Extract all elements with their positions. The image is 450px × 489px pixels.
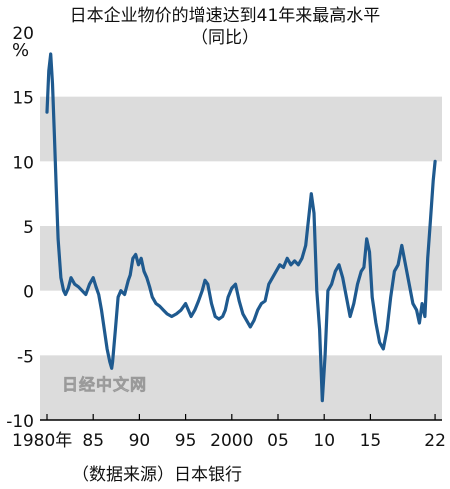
x-tick-label: 1980年	[12, 431, 72, 451]
y-tick-label: -5	[17, 347, 34, 367]
x-tick-label: 15	[360, 431, 382, 451]
y-tick-label: 10	[12, 153, 34, 173]
x-tick-label: 10	[313, 431, 335, 451]
x-tick-label: 85	[82, 431, 104, 451]
y-tick-label: 0	[23, 283, 34, 303]
x-tick-label: 05	[267, 431, 289, 451]
source-note: （数据来源）日本银行	[72, 465, 242, 485]
y-tick-label: -10	[6, 412, 34, 432]
x-tick-label: 22	[424, 431, 446, 451]
y-tick-label: 20	[12, 24, 34, 44]
x-tick-label: 90	[129, 431, 151, 451]
shaded-band-1	[40, 226, 442, 291]
chart-title: 日本企业物价的增速达到41年来最高水平	[69, 6, 381, 26]
chart-subtitle: （同比）	[191, 28, 259, 48]
shaded-band-2	[40, 355, 442, 420]
y-tick-label: 5	[23, 218, 34, 238]
x-tick-label: 2000	[210, 431, 253, 451]
series-line	[45, 52, 437, 403]
shaded-band-0	[40, 96, 442, 162]
y-tick-label: 15	[12, 89, 34, 109]
x-tick-label: 95	[175, 431, 197, 451]
y-axis-unit-label: %	[12, 40, 30, 61]
watermark: 日经中文网	[62, 375, 147, 394]
